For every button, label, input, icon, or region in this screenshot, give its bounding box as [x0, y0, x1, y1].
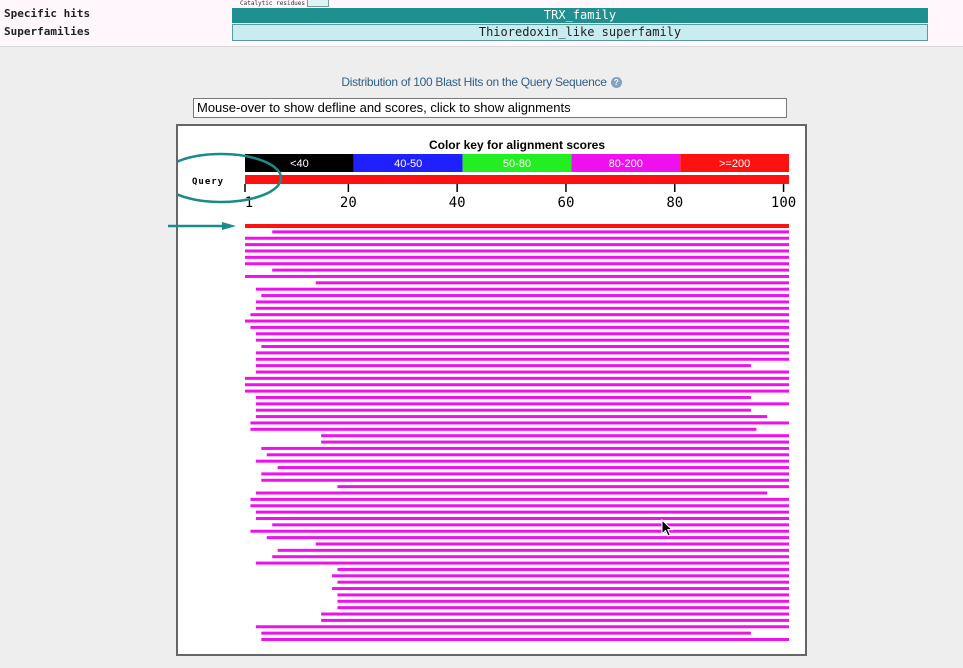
hit-bar[interactable] [332, 587, 789, 590]
domain-hits-header: Catalytic residues Specific hits TRX_fam… [0, 0, 963, 47]
hit-bar[interactable] [261, 447, 789, 450]
hit-bar[interactable] [250, 326, 789, 329]
hit-bar[interactable] [261, 345, 789, 348]
query-bar[interactable] [245, 175, 789, 184]
help-icon[interactable]: ? [611, 77, 622, 88]
hit-bar[interactable] [256, 332, 789, 335]
color-key-label: >=200 [719, 158, 750, 170]
color-key-title: Color key for alignment scores [429, 138, 605, 152]
hit-bar[interactable] [245, 249, 789, 252]
hit-bar[interactable] [256, 396, 751, 399]
blast-distribution-heading: Distribution of 100 Blast Hits on the Qu… [0, 75, 963, 89]
hit-bar[interactable] [256, 625, 789, 628]
hit-bar[interactable] [245, 377, 789, 380]
hit-bar[interactable] [250, 498, 789, 501]
hit-bar[interactable] [261, 294, 789, 297]
hit-bar[interactable] [337, 606, 789, 609]
annotation-arrow-icon [168, 222, 238, 230]
hit-bar[interactable] [250, 313, 789, 316]
blast-distribution-title: Distribution of 100 Blast Hits on the Qu… [341, 75, 606, 89]
color-key-label: 40-50 [394, 158, 422, 170]
hit-bar[interactable] [256, 517, 789, 520]
hit-bar[interactable] [245, 320, 789, 323]
hit-bar[interactable] [261, 632, 751, 635]
hit-bar[interactable] [272, 555, 789, 558]
hit-bar[interactable] [267, 453, 789, 456]
hit-bar[interactable] [261, 479, 789, 482]
mouse-pointer-icon [661, 519, 673, 537]
hit-bar[interactable] [256, 307, 789, 310]
hit-bar[interactable] [245, 243, 789, 246]
hit-bar[interactable] [256, 351, 789, 354]
query-label: Query [192, 177, 224, 187]
axis-tick-label: 100 [771, 195, 796, 211]
hit-bar[interactable] [245, 262, 789, 265]
hit-bar[interactable] [256, 339, 789, 342]
color-key-label: <40 [290, 158, 309, 170]
defline-info-box: Mouse-over to show defline and scores, c… [193, 98, 787, 118]
axis-tick-label: 60 [558, 195, 575, 211]
superfamily-bar[interactable]: Thioredoxin_like superfamily [232, 24, 928, 41]
hit-bar[interactable] [272, 523, 789, 526]
hit-bar[interactable] [272, 269, 789, 272]
catalytic-residues-row: Catalytic residues [240, 0, 329, 7]
axis-tick-label: 80 [666, 195, 683, 211]
hit-bar[interactable] [250, 504, 789, 507]
hit-bar[interactable] [256, 358, 789, 361]
blast-hits-chart: Color key for alignment scores <40 40-50 50… [178, 126, 805, 654]
hit-bar[interactable] [245, 237, 789, 240]
hit-bar[interactable] [245, 224, 789, 228]
hit-bar[interactable] [256, 364, 751, 367]
color-key-label: 50-80 [503, 158, 531, 170]
hit-bar[interactable] [337, 593, 789, 596]
hit-bar[interactable] [316, 542, 789, 545]
hit-bar[interactable] [278, 549, 789, 552]
hit-bar[interactable] [256, 370, 789, 373]
hit-bar[interactable] [337, 568, 789, 571]
hit-bar[interactable] [337, 600, 789, 603]
hit-bar[interactable] [256, 492, 767, 495]
hit-bar[interactable] [256, 460, 789, 463]
hit-bar[interactable] [278, 466, 789, 469]
hit-bar[interactable] [261, 638, 789, 641]
specific-hit-bar[interactable]: TRX_family [232, 8, 928, 23]
hit-bar[interactable] [261, 472, 789, 475]
hit-bar[interactable] [321, 434, 789, 437]
hit-bar[interactable] [256, 415, 767, 418]
hit-bar[interactable] [256, 562, 789, 565]
hit-bar[interactable] [250, 530, 789, 533]
specific-hits-label: Specific hits [4, 7, 90, 20]
hit-bar[interactable] [245, 256, 789, 259]
hit-bar[interactable] [332, 574, 789, 577]
catalytic-residues-label: Catalytic residues [240, 0, 305, 7]
hit-bar[interactable] [267, 536, 789, 539]
hit-bar[interactable] [321, 619, 789, 622]
hit-bar[interactable] [316, 281, 789, 284]
axis-tick-label: 20 [340, 195, 357, 211]
color-key-label: 80-200 [609, 158, 643, 170]
blast-hits-graphic: Color key for alignment scores <40 40-50 50… [176, 124, 807, 656]
hit-bar[interactable] [272, 230, 789, 233]
hit-bar[interactable] [256, 402, 789, 405]
hit-bar[interactable] [256, 288, 789, 291]
hit-bar[interactable] [256, 511, 789, 514]
hit-bar[interactable] [245, 383, 789, 386]
hit-bar[interactable] [321, 613, 789, 616]
hit-bar[interactable] [321, 441, 789, 444]
hit-bar[interactable] [250, 421, 789, 424]
axis-tick-label: 40 [449, 195, 466, 211]
hit-bar[interactable] [245, 275, 789, 278]
hit-bar[interactable] [256, 300, 789, 303]
catalytic-residues-marker[interactable] [307, 0, 329, 7]
hit-bar[interactable] [250, 428, 756, 431]
hit-bar[interactable] [337, 485, 789, 488]
superfamilies-label: Superfamilies [4, 25, 90, 38]
hit-bar[interactable] [256, 409, 751, 412]
hit-bar[interactable] [337, 581, 789, 584]
hit-bar[interactable] [245, 390, 789, 393]
